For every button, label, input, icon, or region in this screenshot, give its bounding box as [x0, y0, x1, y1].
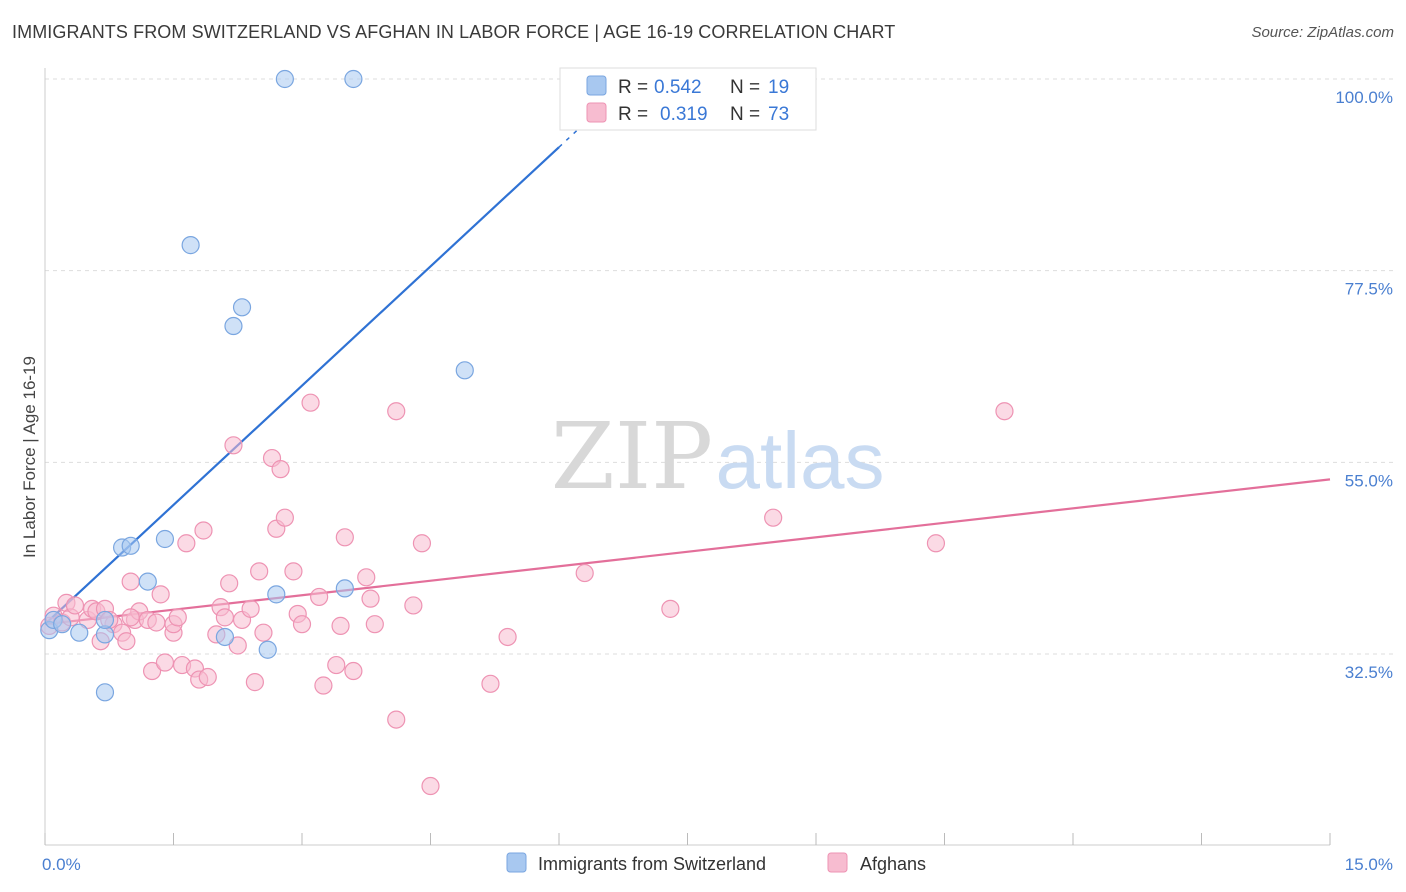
series-switzerland-points — [40, 69, 474, 702]
y-axis-title: In Labor Force | Age 16-19 — [20, 356, 39, 558]
point-afghans-72 — [121, 608, 140, 627]
point-afghans-20 — [151, 585, 170, 604]
legend-r-value-switzerland: 0.542 — [654, 77, 702, 98]
series-legend: Immigrants from Switzerland Afghans — [506, 852, 926, 874]
legend-n-label-switzerland: N = — [730, 77, 760, 98]
point-afghans-51 — [314, 676, 333, 695]
point-afghans-29 — [194, 521, 213, 540]
legend-n-value-afghans: 73 — [768, 104, 789, 125]
point-afghans-40 — [250, 562, 269, 581]
point-afghans-30 — [198, 667, 217, 687]
point-afghans-65 — [575, 563, 594, 583]
y-tick-label-0: 32.5% — [1345, 663, 1393, 682]
point-afghans-18 — [142, 661, 162, 681]
point-afghans-19 — [147, 613, 166, 632]
legend-swatch-afghans — [586, 102, 607, 123]
point-switzerland-9 — [155, 529, 175, 549]
legend-r-value-afghans: 0.319 — [660, 104, 708, 125]
gridlines — [45, 78, 1393, 655]
point-afghans-60 — [404, 596, 423, 615]
point-afghans-67 — [764, 508, 783, 527]
point-afghans-61 — [412, 534, 432, 553]
series-legend-swatch-switzerland — [506, 852, 527, 873]
point-switzerland-2 — [53, 615, 72, 634]
point-afghans-36 — [228, 636, 247, 655]
point-afghans-44 — [271, 460, 290, 479]
point-afghans-58 — [365, 615, 384, 634]
point-afghans-14 — [121, 572, 140, 591]
series-legend-label-afghans: Afghans — [860, 854, 926, 874]
point-afghans-50 — [310, 587, 329, 607]
point-afghans-62 — [421, 776, 440, 796]
point-switzerland-7 — [121, 536, 140, 555]
point-afghans-39 — [245, 673, 264, 692]
point-afghans-46 — [284, 562, 303, 581]
point-afghans-56 — [357, 568, 376, 587]
watermark-zip: ZIP — [551, 403, 713, 510]
point-switzerland-15 — [267, 585, 286, 604]
point-afghans-49 — [301, 393, 320, 412]
point-switzerland-20 — [95, 683, 115, 702]
source-label: Source: ZipAtlas.com — [1251, 24, 1394, 41]
point-switzerland-19 — [455, 361, 474, 380]
point-afghans-53 — [331, 616, 350, 635]
legend-r-label-afghans: R = — [618, 104, 648, 125]
point-afghans-13 — [117, 632, 136, 651]
point-afghans-24 — [168, 608, 187, 627]
point-switzerland-8 — [138, 572, 157, 591]
point-afghans-33 — [215, 608, 234, 627]
point-switzerland-10 — [181, 236, 200, 255]
legend-n-value-switzerland: 19 — [768, 77, 789, 98]
point-afghans-45 — [275, 508, 294, 527]
point-afghans-48 — [292, 615, 312, 634]
point-afghans-57 — [361, 589, 380, 608]
point-afghans-59 — [387, 710, 406, 729]
legend-swatch-switzerland — [586, 75, 607, 96]
series-legend-swatch-afghans — [827, 852, 848, 873]
point-switzerland-18 — [344, 69, 363, 89]
point-afghans-21 — [155, 653, 175, 672]
point-afghans-41 — [254, 623, 273, 642]
trend-lines — [44, 106, 1331, 626]
y-tick-labels: 32.5% 55.0% 77.5% 100.0% — [1335, 88, 1393, 682]
point-switzerland-5 — [95, 610, 115, 630]
trend-line-afghans — [44, 478, 1331, 626]
point-afghans-64 — [498, 627, 517, 647]
x-ticks — [44, 833, 1331, 845]
point-afghans-5 — [65, 596, 85, 615]
point-afghans-68 — [926, 534, 946, 553]
x-tick-label-min: 0.0% — [42, 855, 81, 874]
point-afghans-38 — [241, 599, 260, 618]
point-afghans-69 — [995, 402, 1014, 421]
point-switzerland-11 — [215, 627, 234, 647]
y-tick-label-3: 100.0% — [1335, 88, 1393, 107]
point-afghans-54 — [335, 528, 354, 547]
point-switzerland-12 — [224, 316, 243, 336]
point-afghans-52 — [327, 655, 346, 675]
point-afghans-34 — [220, 574, 239, 593]
point-switzerland-13 — [232, 298, 252, 317]
point-afghans-35 — [224, 436, 243, 455]
point-afghans-66 — [661, 599, 680, 618]
point-switzerland-3 — [70, 623, 89, 642]
watermark: ZIP atlas — [551, 403, 885, 510]
chart-title: IMMIGRANTS FROM SWITZERLAND VS AFGHAN IN… — [12, 22, 896, 42]
y-tick-label-2: 77.5% — [1345, 280, 1393, 299]
legend-r-label-switzerland: R = — [618, 77, 648, 98]
legend-n-label-afghans: N = — [730, 104, 760, 125]
watermark-atlas: atlas — [716, 416, 885, 505]
point-afghans-26 — [177, 534, 196, 553]
point-afghans-63 — [481, 674, 500, 693]
x-tick-label-max: 15.0% — [1345, 855, 1393, 874]
point-afghans-70 — [387, 402, 406, 421]
point-afghans-55 — [344, 661, 363, 681]
y-tick-label-1: 55.0% — [1345, 471, 1393, 490]
series-legend-label-switzerland: Immigrants from Switzerland — [538, 854, 766, 874]
correlation-legend: R = 0.542 N = 19 R = 0.319 N = 73 — [559, 67, 817, 131]
point-switzerland-14 — [258, 640, 277, 659]
point-switzerland-17 — [335, 579, 354, 598]
point-switzerland-16 — [275, 69, 294, 89]
